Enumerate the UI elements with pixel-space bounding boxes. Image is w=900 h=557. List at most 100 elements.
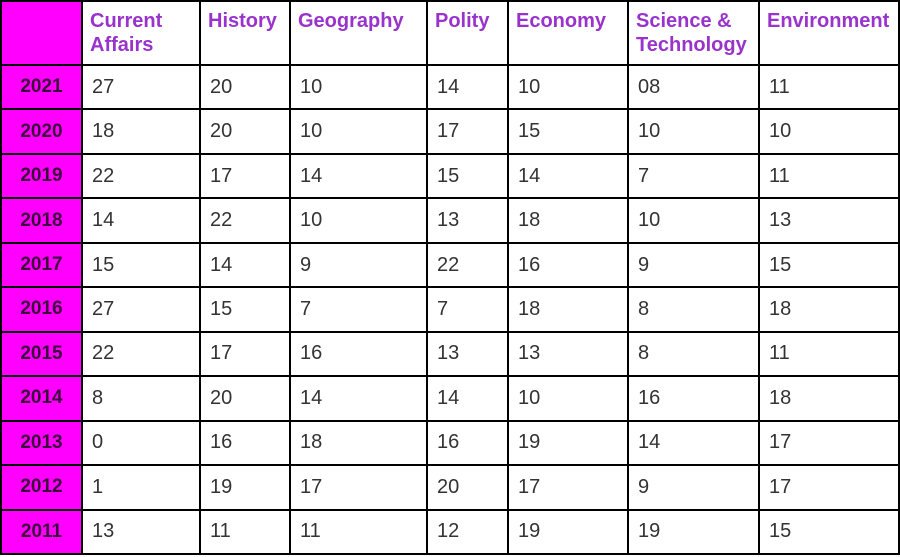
data-cell: 8 bbox=[627, 286, 760, 333]
data-cell: 10 bbox=[507, 63, 629, 111]
column-header: Geography bbox=[289, 0, 428, 66]
data-cell: 17 bbox=[507, 464, 629, 511]
data-cell: 14 bbox=[289, 375, 428, 422]
data-cell: 18 bbox=[507, 197, 629, 244]
data-cell: 22 bbox=[199, 197, 291, 244]
data-cell: 15 bbox=[758, 241, 900, 289]
data-cell: 9 bbox=[627, 241, 760, 289]
year-cell: 2018 bbox=[0, 197, 83, 244]
data-cell: 1 bbox=[81, 464, 201, 511]
data-cell: 20 bbox=[199, 375, 291, 422]
data-cell: 16 bbox=[627, 375, 760, 422]
data-cell: 17 bbox=[289, 464, 428, 511]
data-cell: 14 bbox=[199, 241, 291, 289]
data-cell: 8 bbox=[81, 375, 201, 422]
data-cell: 20 bbox=[199, 63, 291, 111]
data-cell: 13 bbox=[758, 197, 900, 244]
data-cell: 20 bbox=[426, 464, 509, 511]
data-cell: 11 bbox=[758, 330, 900, 378]
year-cell: 2021 bbox=[0, 63, 83, 111]
table-row: 2012 1 19 17 20 17 9 17 bbox=[0, 464, 900, 511]
data-cell: 19 bbox=[507, 508, 629, 556]
data-cell: 10 bbox=[289, 108, 428, 155]
data-cell: 13 bbox=[507, 330, 629, 378]
data-cell: 10 bbox=[289, 197, 428, 244]
header-row: Current Affairs History Geography Polity Eco… bbox=[0, 0, 900, 66]
column-header: Environment bbox=[758, 0, 900, 66]
data-cell: 27 bbox=[81, 286, 201, 333]
data-cell: 0 bbox=[81, 419, 201, 467]
data-cell: 12 bbox=[426, 508, 509, 556]
data-cell: 18 bbox=[81, 108, 201, 155]
column-header: Current Affairs bbox=[81, 0, 201, 66]
table-body: 2021 27 20 10 14 10 08 11 2020 18 20 10 17 15 10 10 2019… bbox=[0, 63, 900, 556]
table-row: 2014 8 20 14 14 10 16 18 bbox=[0, 375, 900, 422]
data-cell: 17 bbox=[199, 330, 291, 378]
data-cell: 17 bbox=[199, 152, 291, 200]
data-cell: 22 bbox=[81, 152, 201, 200]
data-cell: 17 bbox=[758, 464, 900, 511]
year-cell: 2019 bbox=[0, 152, 83, 200]
year-cell: 2012 bbox=[0, 464, 83, 511]
table-row: 2015 22 17 16 13 13 8 11 bbox=[0, 330, 900, 378]
data-cell: 13 bbox=[426, 330, 509, 378]
data-cell: 15 bbox=[426, 152, 509, 200]
data-cell: 13 bbox=[81, 508, 201, 556]
data-cell: 14 bbox=[426, 63, 509, 111]
data-cell: 11 bbox=[758, 63, 900, 111]
corner-cell bbox=[0, 0, 83, 66]
data-cell: 13 bbox=[426, 197, 509, 244]
data-cell: 7 bbox=[426, 286, 509, 333]
year-cell: 2017 bbox=[0, 241, 83, 289]
year-cell: 2015 bbox=[0, 330, 83, 378]
table-row: 2013 0 16 18 16 19 14 17 bbox=[0, 419, 900, 467]
column-header: History bbox=[199, 0, 291, 66]
data-cell: 16 bbox=[507, 241, 629, 289]
data-cell: 9 bbox=[627, 464, 760, 511]
data-cell: 18 bbox=[758, 375, 900, 422]
table-row: 2021 27 20 10 14 10 08 11 bbox=[0, 63, 900, 111]
data-cell: 16 bbox=[289, 330, 428, 378]
year-cell: 2020 bbox=[0, 108, 83, 155]
table-row: 2019 22 17 14 15 14 7 11 bbox=[0, 152, 900, 200]
column-header: Science & Technology bbox=[627, 0, 760, 66]
data-cell: 15 bbox=[507, 108, 629, 155]
data-cell: 22 bbox=[81, 330, 201, 378]
table-row: 2018 14 22 10 13 18 10 13 bbox=[0, 197, 900, 244]
column-header: Economy bbox=[507, 0, 629, 66]
table-row: 2017 15 14 9 22 16 9 15 bbox=[0, 241, 900, 289]
data-cell: 10 bbox=[627, 197, 760, 244]
data-cell: 9 bbox=[289, 241, 428, 289]
data-cell: 7 bbox=[627, 152, 760, 200]
year-cell: 2013 bbox=[0, 419, 83, 467]
data-cell: 18 bbox=[758, 286, 900, 333]
data-cell: 15 bbox=[199, 286, 291, 333]
data-cell: 11 bbox=[758, 152, 900, 200]
data-cell: 27 bbox=[81, 63, 201, 111]
data-cell: 18 bbox=[289, 419, 428, 467]
data-cell: 22 bbox=[426, 241, 509, 289]
data-cell: 15 bbox=[81, 241, 201, 289]
data-cell: 08 bbox=[627, 63, 760, 111]
data-cell: 17 bbox=[426, 108, 509, 155]
data-cell: 14 bbox=[507, 152, 629, 200]
year-cell: 2016 bbox=[0, 286, 83, 333]
data-cell: 10 bbox=[289, 63, 428, 111]
year-cell: 2014 bbox=[0, 375, 83, 422]
data-cell: 15 bbox=[758, 508, 900, 556]
data-cell: 14 bbox=[627, 419, 760, 467]
data-cell: 10 bbox=[758, 108, 900, 155]
data-cell: 18 bbox=[507, 286, 629, 333]
data-cell: 10 bbox=[627, 108, 760, 155]
data-cell: 11 bbox=[199, 508, 291, 556]
data-cell: 10 bbox=[507, 375, 629, 422]
data-cell: 14 bbox=[81, 197, 201, 244]
data-cell: 17 bbox=[758, 419, 900, 467]
data-cell: 8 bbox=[627, 330, 760, 378]
data-cell: 16 bbox=[199, 419, 291, 467]
data-cell: 7 bbox=[289, 286, 428, 333]
table-row: 2016 27 15 7 7 18 8 18 bbox=[0, 286, 900, 333]
data-cell: 19 bbox=[199, 464, 291, 511]
data-cell: 14 bbox=[289, 152, 428, 200]
